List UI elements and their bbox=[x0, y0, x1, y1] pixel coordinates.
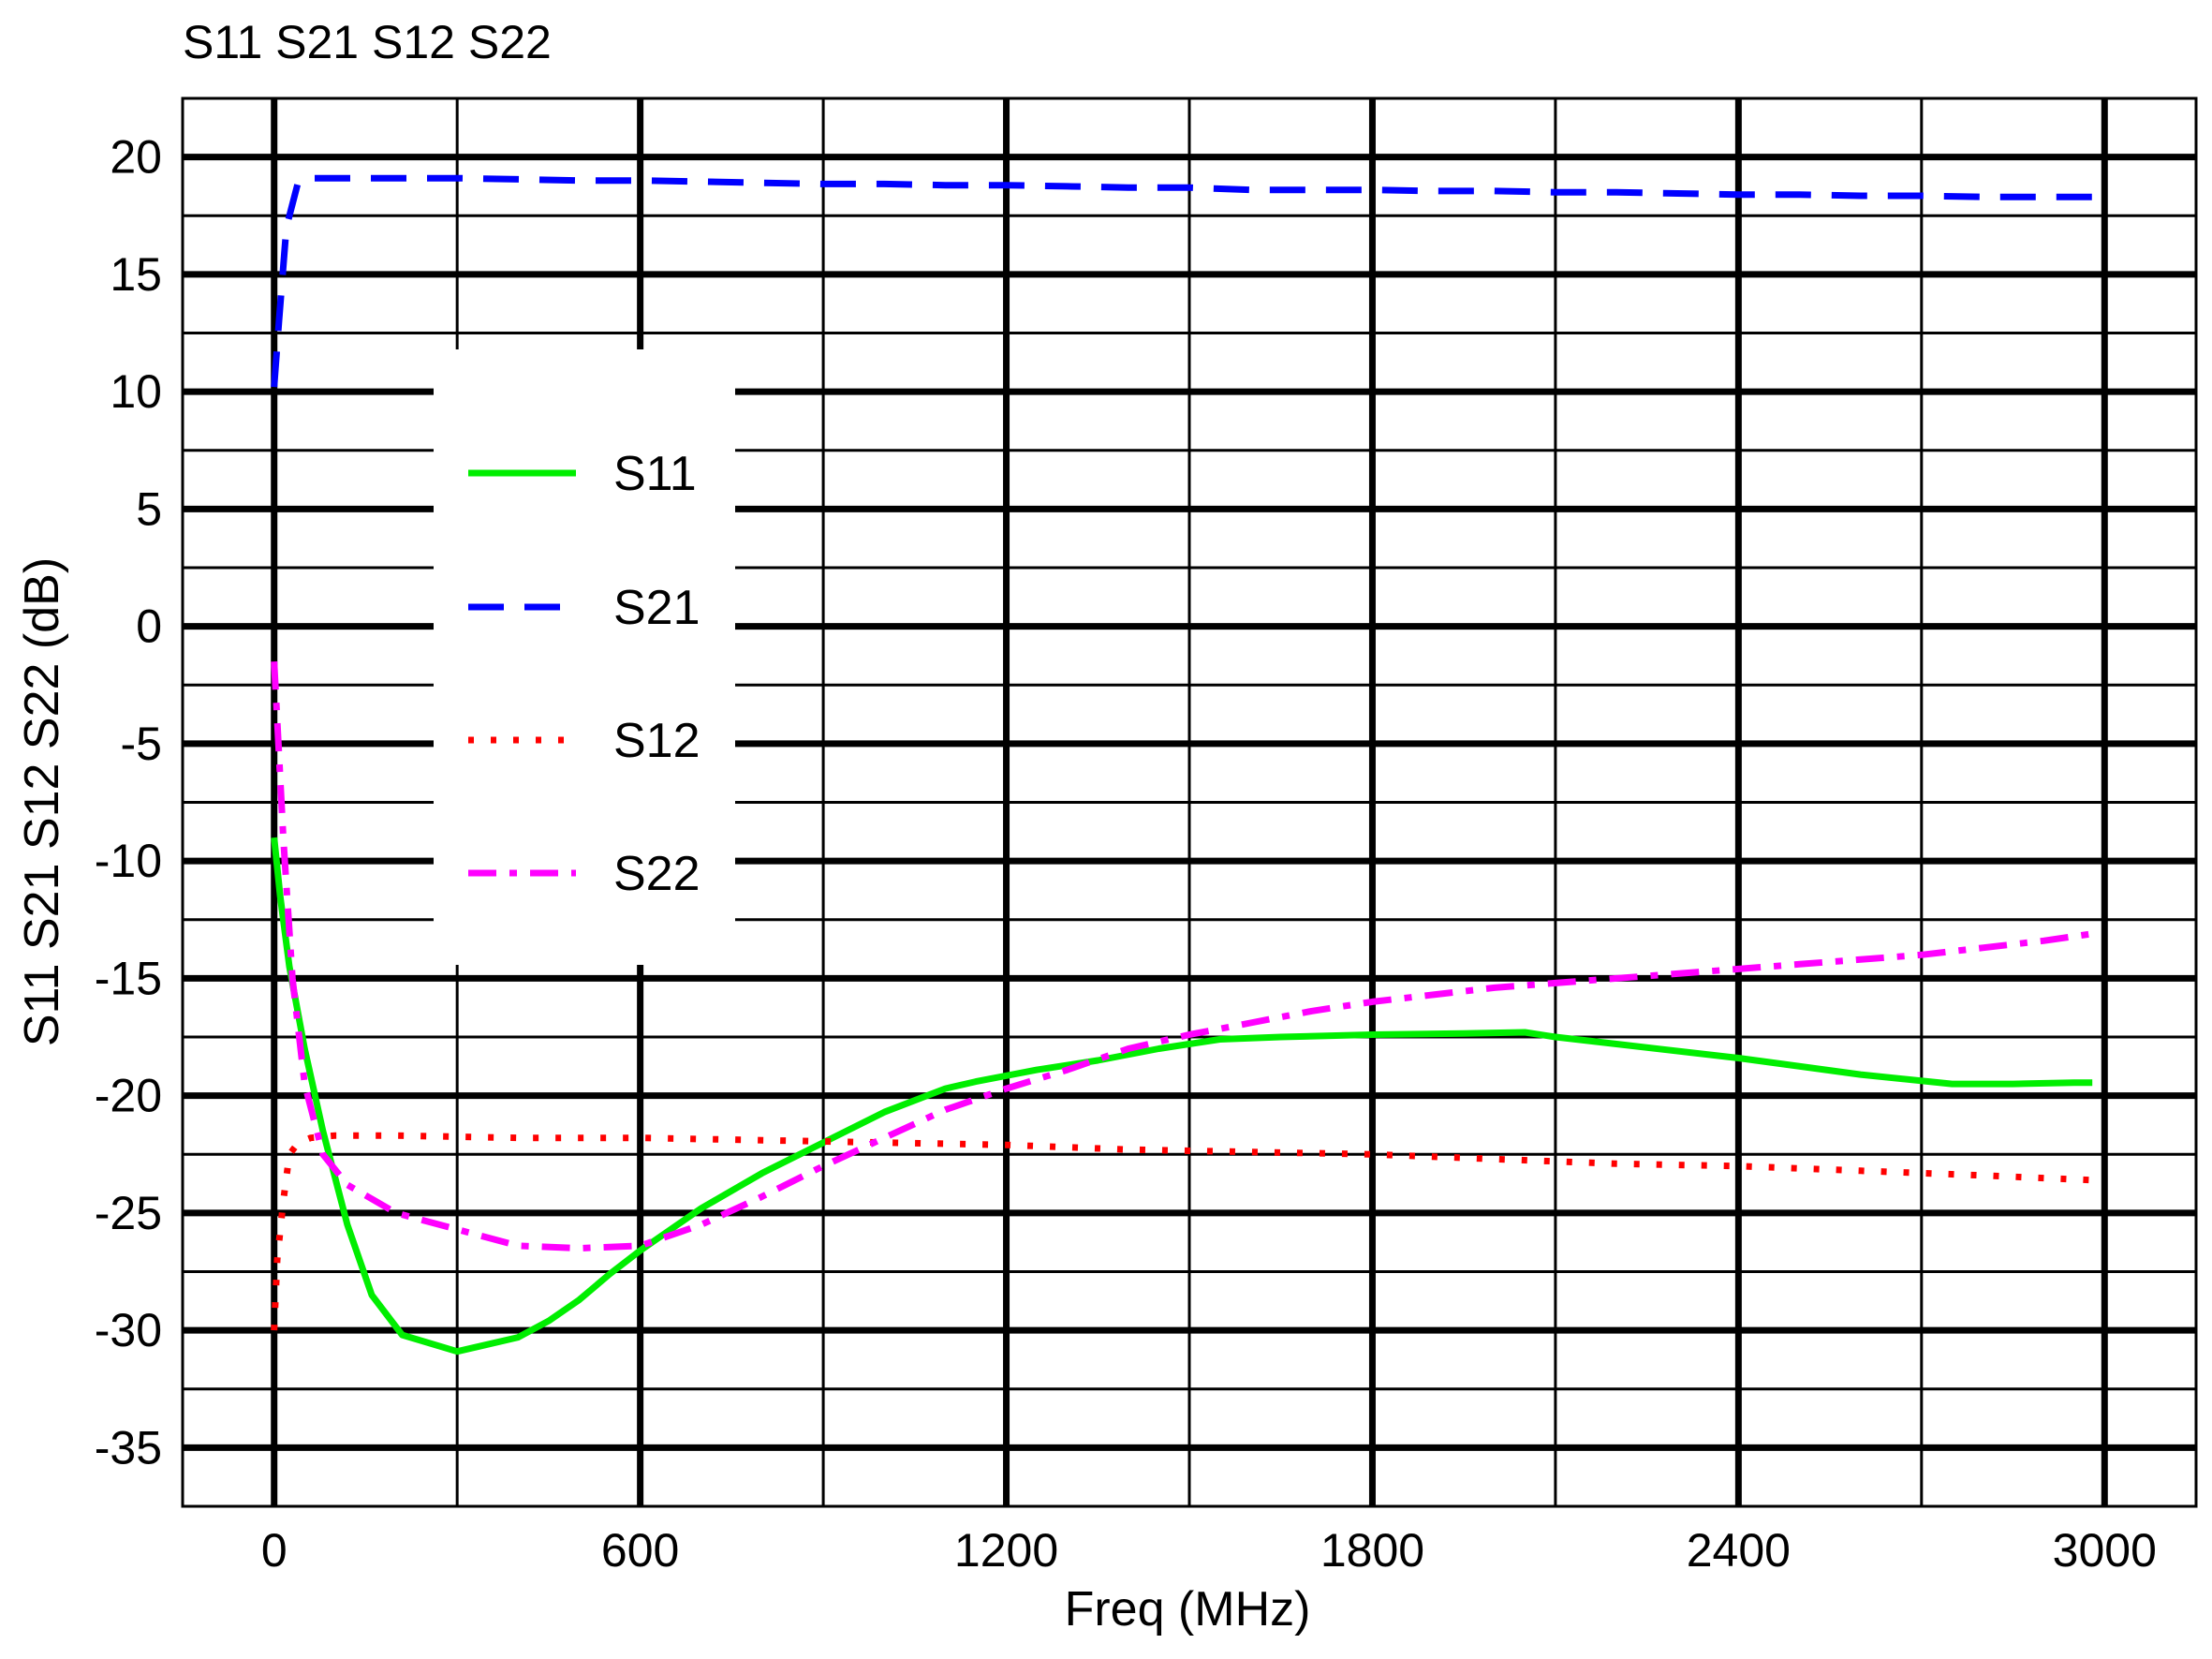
chart-title: S11 S21 S12 S22 bbox=[183, 16, 552, 68]
y-tick-label: -20 bbox=[95, 1070, 162, 1122]
y-tick-label: -35 bbox=[95, 1421, 162, 1474]
y-tick-label: -25 bbox=[95, 1187, 162, 1239]
y-tick-label: 0 bbox=[136, 600, 162, 653]
series-line-s22 bbox=[271, 661, 2093, 1252]
y-tick-label: -5 bbox=[121, 718, 162, 770]
x-tick-label: 2400 bbox=[1687, 1524, 1791, 1577]
series-line-s11 bbox=[271, 837, 2093, 1355]
plot-frame bbox=[181, 96, 2198, 1508]
y-tick-label: -15 bbox=[95, 952, 162, 1004]
y-axis-label: S11 S21 S12 S22 (dB) bbox=[15, 557, 69, 1046]
legend-label-s12: S12 bbox=[613, 714, 700, 768]
x-axis-label: Freq (MHz) bbox=[1065, 1582, 1311, 1637]
x-tick-label: 600 bbox=[601, 1524, 679, 1577]
y-tick-label: 10 bbox=[110, 365, 162, 418]
legend-label-s11: S11 bbox=[613, 447, 697, 501]
series-line-s21 bbox=[271, 174, 2093, 388]
legend-label-s21: S21 bbox=[613, 581, 700, 635]
y-tick-label: 5 bbox=[136, 482, 162, 535]
y-tick-label: 15 bbox=[110, 248, 162, 301]
series-line-s12 bbox=[271, 1132, 2093, 1331]
y-tick-label: -10 bbox=[95, 835, 162, 887]
legend: S11 S21 S12 S22 bbox=[434, 349, 735, 965]
y-tick-label: 20 bbox=[110, 131, 162, 184]
x-tick-label: 0 bbox=[261, 1524, 288, 1577]
legend-box bbox=[434, 349, 735, 965]
x-tick-label: 3000 bbox=[2053, 1524, 2157, 1577]
legend-label-s22: S22 bbox=[613, 847, 700, 901]
x-tick-labels: 0 600 1200 1800 2400 3000 bbox=[261, 1524, 2157, 1577]
y-tick-label: -30 bbox=[95, 1304, 162, 1356]
y-tick-labels: 20 15 10 5 0 -5 -10 -15 -20 -25 -30 -35 bbox=[95, 131, 162, 1474]
x-tick-label: 1200 bbox=[954, 1524, 1058, 1577]
x-tick-label: 1800 bbox=[1320, 1524, 1424, 1577]
series-layer bbox=[271, 174, 2093, 1355]
